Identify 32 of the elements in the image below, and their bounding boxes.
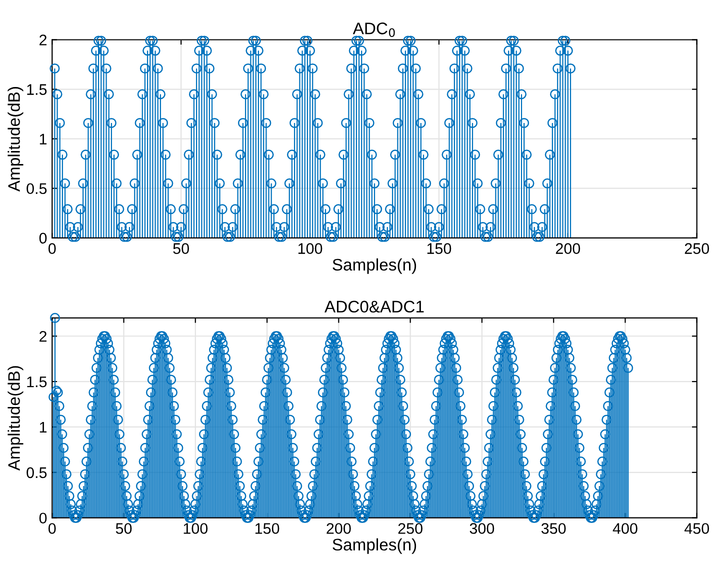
x-tick-label: 150 — [427, 243, 452, 254]
x-tick-label: 100 — [298, 243, 322, 254]
y-tick-label: 2 — [40, 34, 46, 46]
x-tick-label: 200 — [326, 523, 351, 534]
x-axis-title: Samples(n) — [332, 538, 416, 554]
y-tick-label: 2 — [40, 330, 46, 342]
chart-title: ADC0&ADC1 — [324, 300, 424, 313]
y-tick-label: 1.5 — [27, 84, 47, 95]
y-axis-title: Amplitude(dB) — [8, 366, 24, 471]
x-tick-label: 350 — [541, 523, 566, 534]
x-tick-label: 100 — [184, 523, 208, 534]
y-tick-label: 0.5 — [26, 467, 47, 478]
y-tick-label: 0 — [39, 512, 47, 524]
x-tick-label: 50 — [173, 243, 189, 254]
x-tick-label: 250 — [398, 523, 422, 534]
x-tick-label: 50 — [116, 523, 132, 534]
x-tick-label: 450 — [684, 523, 710, 534]
x-tick-label: 0 — [48, 243, 56, 254]
x-tick-label: 250 — [684, 243, 710, 254]
x-tick-label: 150 — [255, 523, 280, 534]
y-axis-title: Amplitude(dB) — [8, 87, 24, 192]
x-tick-label: 0 — [48, 523, 56, 534]
y-tick-label: 1.5 — [27, 376, 47, 388]
x-tick-label: 400 — [612, 523, 638, 534]
y-tick-label: 1 — [40, 134, 47, 144]
x-axis-title: Samples(n) — [332, 258, 416, 274]
y-tick-label: 0 — [39, 232, 47, 244]
y-tick-label: 1 — [40, 422, 47, 433]
chart-title: ADC$_{0}$ — [352, 22, 395, 38]
y-tick-label: 0.5 — [26, 183, 47, 194]
x-tick-label: 200 — [556, 243, 580, 254]
x-tick-label: 300 — [470, 523, 494, 534]
